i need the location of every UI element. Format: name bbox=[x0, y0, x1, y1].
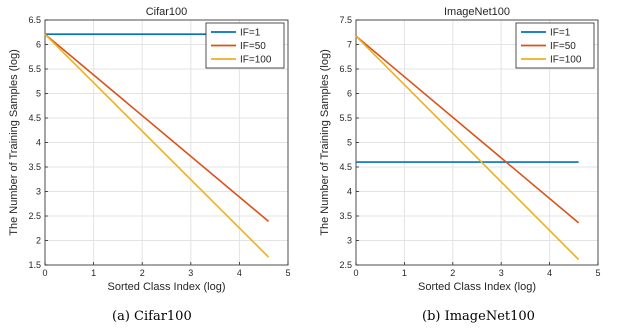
y-tick-label: 5 bbox=[36, 89, 41, 99]
y-tick-label: 4.5 bbox=[339, 162, 352, 172]
y-tick-label: 6.5 bbox=[339, 64, 352, 74]
legend-label: IF=1 bbox=[240, 28, 261, 39]
legend-label: IF=1 bbox=[550, 28, 571, 39]
y-tick-label: 3.5 bbox=[339, 211, 352, 221]
y-tick-label: 6.5 bbox=[28, 15, 41, 25]
y-tick-label: 3.5 bbox=[28, 162, 41, 172]
series-line-if-50 bbox=[44, 33, 270, 223]
chart-title: ImageNet100 bbox=[444, 6, 510, 18]
x-tick-label: 0 bbox=[353, 268, 358, 278]
axes-box bbox=[44, 19, 289, 266]
y-tick-label: 6 bbox=[347, 89, 352, 99]
x-tick-label: 4 bbox=[547, 268, 552, 278]
y-axis-label: The Number of Training Samples (log) bbox=[8, 49, 20, 235]
x-tick-label: 3 bbox=[499, 268, 504, 278]
y-tick-label: 4.5 bbox=[28, 113, 41, 123]
y-tick-label: 7.5 bbox=[339, 15, 352, 25]
legend: IF=1 IF=50 IF=100 bbox=[515, 22, 595, 69]
x-tick-label: 2 bbox=[140, 268, 145, 278]
chart-imagenet100: 0 1 2 3 4 5 2.5 3 3.5 4 4.5 5 5.5 6 6.5 7 7.5 ImageNet100… bbox=[319, 6, 601, 293]
x-axis-label: Sorted Class Index (log) bbox=[108, 281, 226, 293]
legend-label: IF=100 bbox=[550, 55, 582, 66]
legend-label: IF=100 bbox=[240, 55, 272, 66]
y-tick-label: 7 bbox=[347, 40, 352, 50]
legend-label: IF=50 bbox=[550, 41, 576, 52]
y-axis-label: The Number of Training Samples (log) bbox=[319, 49, 331, 235]
y-tick-label: 3 bbox=[347, 236, 352, 246]
y-tick-label: 2.5 bbox=[339, 260, 352, 270]
series-line-if-50 bbox=[355, 35, 580, 224]
y-tick-label: 2 bbox=[36, 236, 41, 246]
y-tick-label: 4 bbox=[347, 187, 352, 197]
x-tick-label: 0 bbox=[42, 268, 47, 278]
x-tick-label: 2 bbox=[450, 268, 455, 278]
x-tick-label: 3 bbox=[188, 268, 193, 278]
y-tick-label: 4 bbox=[36, 138, 41, 148]
legend-label: IF=50 bbox=[240, 41, 266, 52]
x-tick-label: 4 bbox=[237, 268, 242, 278]
x-tick-label: 1 bbox=[402, 268, 407, 278]
y-tick-label: 2.5 bbox=[28, 211, 41, 221]
y-tick-label: 3 bbox=[36, 187, 41, 197]
axes-box bbox=[355, 19, 599, 266]
chart-cifar100: 0 1 2 3 4 5 1.5 2 2.5 3 3.5 4 4.5 5 5.5 6 6.5 Cifar100 Sor… bbox=[8, 6, 291, 293]
y-tick-label: 5.5 bbox=[28, 64, 41, 74]
series-line-if-100 bbox=[44, 33, 270, 258]
y-tick-label: 6 bbox=[36, 40, 41, 50]
caption-cifar100: (a) Cifar100 bbox=[112, 309, 192, 324]
y-tick-label: 1.5 bbox=[28, 260, 41, 270]
chart-title: Cifar100 bbox=[146, 6, 188, 18]
y-tick-label: 5 bbox=[347, 138, 352, 148]
caption-imagenet100: (b) ImageNet100 bbox=[422, 309, 535, 324]
y-tick-label: 5.5 bbox=[339, 113, 352, 123]
x-tick-label: 1 bbox=[91, 268, 96, 278]
x-tick-label: 5 bbox=[285, 268, 290, 278]
x-tick-label: 5 bbox=[595, 268, 600, 278]
x-axis-label: Sorted Class Index (log) bbox=[418, 281, 536, 293]
series-line-if-100 bbox=[355, 35, 580, 261]
legend: IF=1 IF=50 IF=100 bbox=[205, 22, 285, 69]
